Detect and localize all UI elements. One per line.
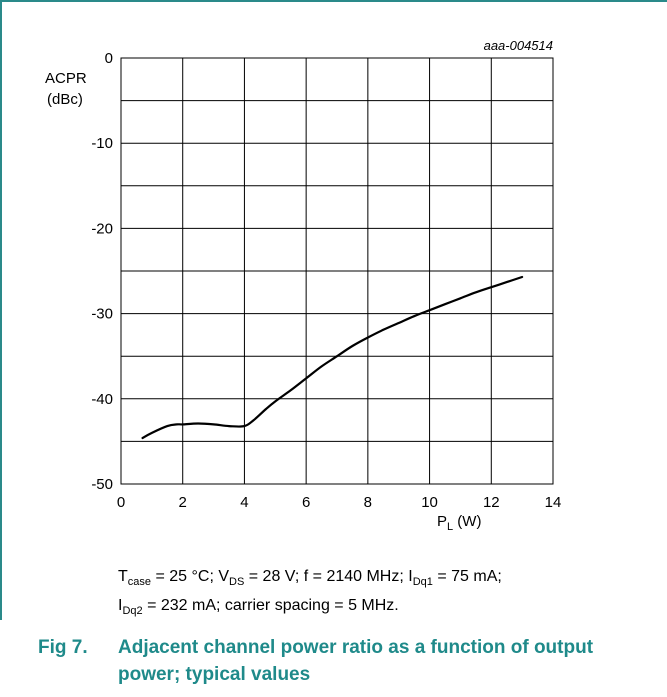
chart-grid (120, 57, 554, 485)
x-tick-label: 10 (421, 494, 438, 511)
x-axis-label-unit: (W) (453, 513, 481, 530)
y-tick-label: -20 (91, 220, 113, 237)
x-axis-label-main: P (437, 513, 447, 530)
y-tick-label: -30 (91, 306, 113, 323)
x-tick-label: 0 (117, 494, 125, 511)
x-tick-label: 8 (364, 494, 372, 511)
test-conditions-line2: IDq2 = 232 mA; carrier spacing = 5 MHz. (118, 597, 399, 618)
chart-series (141, 275, 524, 440)
figure-id-label: aaa-004514 (484, 38, 553, 53)
y-tick-label: -50 (91, 476, 113, 493)
x-tick-label: 2 (179, 494, 187, 511)
acpr-chart: 0 2 4 6 8 10 12 14 0 -10 -20 -30 -40 -50 aaa-004514 A… (45, 38, 561, 533)
x-tick-label: 12 (483, 494, 500, 511)
x-axis-label-sub: L (447, 521, 453, 533)
test-conditions-line1: Tcase = 25 °C; VDS = 28 V; f = 2140 MHz;… (118, 568, 502, 589)
x-tick-label: 14 (545, 494, 562, 511)
x-tick-label: 4 (240, 494, 248, 511)
chart-axis-labels: aaa-004514 ACPR (dBc) PL (W) (45, 38, 553, 533)
x-tick-label: 6 (302, 494, 310, 511)
y-axis-label-line1: ACPR (45, 70, 87, 87)
acpr-curve (141, 275, 524, 440)
test-conditions: Tcase = 25 °C; VDS = 28 V; f = 2140 MHz;… (118, 565, 502, 623)
y-tick-label: -10 (91, 135, 113, 152)
chart-tick-labels: 0 2 4 6 8 10 12 14 0 -10 -20 -30 -40 -50 (91, 50, 561, 511)
figure-caption-text: Adjacent channel power ratio as a functi… (118, 637, 594, 685)
y-tick-label: -40 (91, 391, 113, 408)
frame-left-line (0, 0, 2, 620)
x-axis-label: PL (W) (437, 513, 481, 533)
y-axis-label-line2: (dBc) (47, 91, 83, 108)
frame-top-line (0, 0, 667, 2)
figure-number: Fig 7. (38, 637, 88, 658)
y-tick-label: 0 (105, 50, 113, 67)
y-axis-label: ACPR (dBc) (45, 70, 91, 108)
